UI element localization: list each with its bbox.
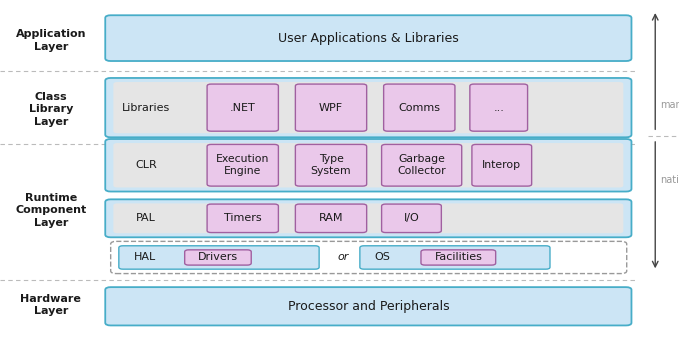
Text: managed: managed: [660, 100, 679, 110]
FancyBboxPatch shape: [207, 204, 278, 233]
Text: OS: OS: [374, 253, 390, 262]
Text: Processor and Peripherals: Processor and Peripherals: [287, 300, 449, 313]
Text: RAM: RAM: [318, 213, 344, 223]
FancyBboxPatch shape: [421, 250, 496, 265]
FancyBboxPatch shape: [105, 78, 631, 137]
FancyBboxPatch shape: [207, 144, 278, 186]
FancyBboxPatch shape: [113, 82, 623, 133]
Text: Libraries: Libraries: [122, 103, 170, 113]
FancyBboxPatch shape: [360, 246, 550, 269]
Text: Drivers: Drivers: [198, 253, 238, 262]
Text: Application
Layer: Application Layer: [16, 29, 86, 52]
Text: Hardware
Layer: Hardware Layer: [20, 294, 81, 316]
FancyBboxPatch shape: [382, 144, 462, 186]
Text: Interop: Interop: [482, 160, 521, 170]
FancyBboxPatch shape: [472, 144, 532, 186]
Text: WPF: WPF: [319, 103, 343, 113]
FancyBboxPatch shape: [382, 204, 441, 233]
Text: native: native: [660, 175, 679, 185]
FancyBboxPatch shape: [111, 241, 627, 274]
Text: .NET: .NET: [230, 103, 255, 113]
Text: HAL: HAL: [134, 253, 155, 262]
FancyBboxPatch shape: [295, 144, 367, 186]
FancyBboxPatch shape: [470, 84, 528, 131]
FancyBboxPatch shape: [119, 246, 319, 269]
FancyBboxPatch shape: [105, 15, 631, 61]
FancyBboxPatch shape: [384, 84, 455, 131]
FancyBboxPatch shape: [105, 139, 631, 192]
Text: ...: ...: [493, 103, 504, 113]
Text: Class
Library
Layer: Class Library Layer: [29, 92, 73, 127]
Text: or: or: [337, 253, 348, 262]
FancyBboxPatch shape: [295, 204, 367, 233]
FancyBboxPatch shape: [105, 199, 631, 237]
Text: Facilities: Facilities: [435, 253, 482, 262]
Text: I/O: I/O: [403, 213, 420, 223]
Text: Timers: Timers: [224, 213, 261, 223]
FancyBboxPatch shape: [185, 250, 251, 265]
FancyBboxPatch shape: [295, 84, 367, 131]
FancyBboxPatch shape: [113, 143, 623, 187]
Text: PAL: PAL: [136, 213, 156, 223]
FancyBboxPatch shape: [207, 84, 278, 131]
FancyBboxPatch shape: [105, 287, 631, 325]
Text: CLR: CLR: [135, 160, 157, 170]
Text: Comms: Comms: [399, 103, 440, 113]
Text: Garbage
Collector: Garbage Collector: [397, 154, 446, 177]
Text: Execution
Engine: Execution Engine: [216, 154, 270, 177]
Text: Runtime
Component
Layer: Runtime Component Layer: [16, 193, 86, 227]
Text: Type
System: Type System: [311, 154, 351, 177]
Text: User Applications & Libraries: User Applications & Libraries: [278, 32, 459, 45]
FancyBboxPatch shape: [113, 203, 623, 233]
